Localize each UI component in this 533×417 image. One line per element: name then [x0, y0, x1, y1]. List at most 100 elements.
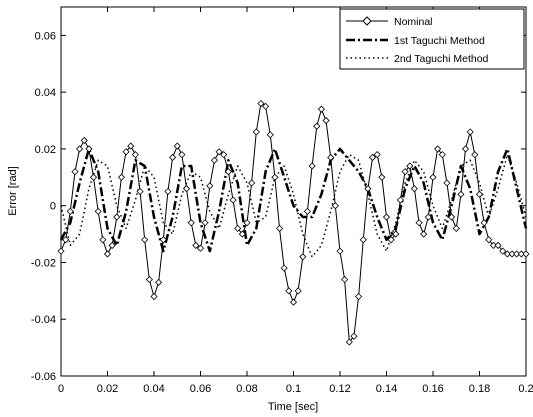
data-point-nominal [187, 219, 195, 227]
data-point-nominal [480, 219, 488, 227]
x-tick-label: 0.04 [143, 383, 164, 395]
data-point-nominal [243, 219, 251, 227]
data-point-nominal [229, 196, 237, 204]
data-point-nominal [80, 136, 88, 144]
legend-item-1st-taguchi: 1st Taguchi Method [346, 35, 485, 47]
data-point-nominal [461, 145, 470, 153]
data-point-nominal [522, 250, 530, 258]
data-point-nominal [475, 190, 484, 198]
data-point-nominal [182, 185, 191, 193]
x-tick-label: 0.18 [469, 383, 490, 395]
data-point-nominal [196, 244, 205, 252]
data-point-nominal [141, 236, 149, 244]
legend-label-nominal: Nominal [394, 16, 433, 28]
data-point-nominal [457, 190, 465, 198]
data-point-nominal [220, 151, 228, 159]
data-point-nominal [145, 275, 153, 284]
data-point-nominal [317, 105, 325, 113]
data-point-nominal [499, 247, 507, 255]
data-point-nominal [294, 287, 302, 295]
ticks-layer: 0 0.02 0.04 0.06 0.08 0.1 0.12 0.14 0.16 0.18 0.2 -… [31, 7, 533, 395]
data-point-nominal [164, 187, 172, 196]
legend-label-2nd-taguchi: 2nd Taguchi Method [394, 53, 489, 65]
data-point-nominal [401, 168, 409, 176]
data-point-nominal [350, 332, 358, 340]
data-point-nominal [257, 99, 265, 108]
data-point-nominal [234, 224, 242, 232]
data-point-nominal [443, 179, 451, 187]
data-point-nominal [210, 156, 219, 164]
data-point-nominal [513, 250, 521, 258]
data-point-nominal [155, 278, 163, 286]
legend-label-1st-taguchi: 1st Taguchi Method [394, 35, 485, 47]
data-point-nominal [378, 173, 386, 181]
data-point-nominal [117, 173, 126, 181]
data-point-nominal [415, 219, 423, 227]
y-tick-label: 0.02 [35, 144, 56, 156]
data-point-nominal [452, 224, 460, 232]
legend-marker-diamond [362, 16, 372, 26]
data-point-nominal [494, 241, 502, 249]
data-point-nominal [215, 148, 223, 156]
data-point-nominal [322, 116, 330, 125]
y-tick-label: 0.04 [35, 87, 56, 99]
legend: Nominal 1st Taguchi Method 2nd Taguchi M… [339, 8, 525, 70]
data-point-nominal [396, 196, 405, 204]
data-point-nominal [131, 151, 139, 159]
data-point-nominal [62, 236, 70, 244]
data-point-nominal [127, 142, 135, 150]
data-point-nominal [99, 236, 107, 244]
y-tick-label: 0 [50, 201, 56, 213]
data-point-nominal [89, 173, 98, 181]
data-point-nominal [275, 224, 284, 232]
data-point-nominal [424, 213, 432, 221]
data-point-nominal [485, 236, 493, 244]
data-point-nominal [94, 207, 102, 215]
data-point-nominal [280, 264, 288, 272]
data-point-nominal [103, 250, 112, 258]
data-point-nominal [271, 173, 279, 181]
y-tick-label: -0.02 [31, 257, 56, 269]
data-point-nominal [57, 247, 65, 255]
data-point-nominal [336, 247, 344, 255]
data-point-nominal [406, 162, 414, 170]
y-axis-title: Error [rad] [7, 166, 19, 216]
data-point-nominal [438, 151, 446, 159]
data-point-nominal [262, 102, 270, 110]
data-point-nominal [206, 182, 214, 190]
data-point-nominal [359, 236, 367, 244]
data-point-nominal [308, 162, 316, 170]
data-point-nominal [382, 213, 391, 221]
x-tick-label: 0.08 [236, 383, 257, 395]
data-point-nominal [368, 153, 377, 162]
x-axis-title: Time [sec] [268, 401, 318, 413]
data-point-nominal [201, 219, 209, 227]
x-tick-label: 0.02 [97, 383, 118, 395]
data-point-nominal [238, 230, 246, 238]
data-point-nominal [364, 185, 372, 193]
data-point-nominal [85, 145, 93, 153]
data-point-nominal [429, 173, 437, 181]
data-point-nominal [387, 236, 395, 244]
data-point-nominal [252, 128, 260, 136]
data-point-nominal [466, 128, 474, 136]
x-tick-label: 0.12 [329, 383, 350, 395]
data-point-nominal [373, 151, 381, 159]
x-tick-label: 0.14 [376, 383, 397, 395]
y-tick-label: -0.04 [31, 314, 56, 326]
y-tick-label: 0.06 [35, 30, 56, 42]
data-point-nominal [178, 151, 186, 159]
x-tick-label: 0.16 [422, 383, 443, 395]
x-tick-label: 0.2 [518, 383, 533, 395]
data-point-nominal [66, 207, 74, 215]
data-point-nominal [76, 145, 84, 153]
data-point-nominal [248, 179, 256, 187]
data-point-nominal [448, 213, 456, 221]
data-point-nominal [355, 292, 363, 301]
data-point-nominal [392, 230, 400, 238]
data-point-nominal [299, 253, 307, 261]
x-tick-label: 0 [58, 383, 64, 395]
data-point-nominal [173, 142, 181, 150]
data-point-nominal [345, 338, 353, 346]
data-point-nominal [313, 122, 321, 130]
